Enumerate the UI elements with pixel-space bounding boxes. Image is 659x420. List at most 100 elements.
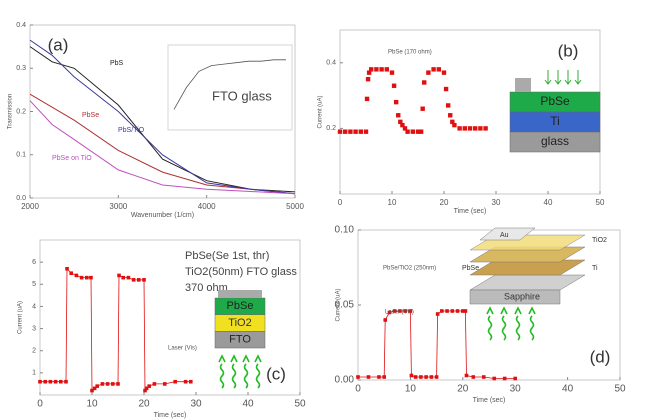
y-tick-label: 0.2 — [326, 125, 336, 132]
data-point — [473, 126, 478, 131]
data-point — [422, 80, 427, 85]
y-tick-label: 0.05 — [335, 300, 355, 311]
data-point — [400, 122, 405, 128]
data-line — [358, 310, 516, 379]
data-point — [443, 86, 449, 92]
x-tick-label: 30 — [492, 198, 501, 207]
data-point — [513, 376, 517, 381]
data-point — [100, 382, 105, 386]
series-label: PbS — [110, 60, 124, 67]
annotation: PbSe (170 ohm) — [388, 50, 432, 56]
electrode — [218, 290, 262, 298]
panel-label: (b) — [558, 41, 579, 60]
data-point — [74, 273, 79, 278]
x-tick-label: 2000 — [21, 202, 39, 211]
x-tick-label: 50 — [614, 384, 626, 395]
panel-label: (c) — [266, 364, 286, 383]
x-tick-label: 20 — [138, 399, 150, 410]
x-tick-label: 5000 — [286, 202, 304, 211]
y-tick-label: 3 — [32, 325, 36, 332]
x-tick-label: 20 — [440, 198, 449, 207]
data-point — [95, 384, 99, 388]
electrode — [515, 78, 531, 92]
data-point — [189, 379, 193, 384]
data-point — [424, 375, 428, 379]
data-point — [64, 379, 68, 384]
data-point — [383, 318, 388, 322]
layer-label: Ti — [550, 114, 560, 128]
y-tick-label: 6 — [32, 259, 36, 266]
layer — [214, 331, 266, 349]
layer — [469, 259, 586, 276]
data-point — [147, 384, 151, 388]
data-point — [419, 375, 423, 379]
y-tick-label: 0.3 — [16, 65, 26, 72]
data-point — [420, 106, 425, 111]
x-tick-label: 4000 — [198, 202, 216, 211]
data-point — [408, 309, 413, 313]
data-point — [48, 379, 53, 384]
annotation: Laser (Vis) — [385, 310, 414, 316]
annotation: TiO2(50nm) FTO glass — [185, 266, 297, 278]
panel-label: (a) — [48, 35, 69, 54]
data-point — [405, 129, 410, 134]
series-label: PbSe — [82, 112, 99, 119]
x-tick-label: 30 — [510, 384, 522, 395]
x-tick-label: 3000 — [109, 202, 127, 211]
data-point — [79, 275, 84, 280]
data-point — [163, 382, 167, 386]
layer — [469, 274, 586, 291]
data-point — [144, 386, 149, 391]
data-point — [478, 126, 483, 131]
data-point — [398, 309, 402, 313]
data-point — [413, 375, 418, 379]
data-point — [143, 388, 147, 393]
x-axis-label: Time (sec) — [473, 397, 506, 404]
annotation: PbSe/TiO2 (250nm) — [383, 266, 436, 272]
light-arrow — [574, 70, 582, 85]
data-point — [396, 113, 401, 118]
data-point — [358, 129, 363, 134]
data-point — [471, 375, 476, 379]
data-point — [379, 67, 384, 72]
y-axis-label: Transmission — [8, 94, 14, 129]
light-wave — [254, 354, 262, 389]
annotation: PbSe(Se 1st, thr) — [185, 250, 269, 262]
data-point — [65, 266, 69, 271]
layer-label: FTO — [229, 334, 251, 346]
annotation: Laser (Vis) — [168, 346, 197, 352]
layer-label: Au — [500, 232, 509, 239]
data-point — [461, 309, 465, 313]
data-point — [418, 129, 424, 134]
data-point — [356, 375, 360, 379]
data-point — [455, 309, 460, 313]
light-wave — [230, 354, 238, 389]
data-point — [462, 126, 467, 131]
data-point — [126, 275, 131, 280]
data-point — [463, 309, 468, 313]
data-point — [398, 119, 403, 125]
data-point — [183, 379, 188, 384]
data-point — [364, 96, 370, 102]
data-point — [436, 67, 441, 72]
data-point — [348, 129, 353, 134]
data-point — [402, 126, 408, 131]
x-tick-label: 40 — [562, 384, 574, 395]
series-label: PbS/TiO — [118, 127, 145, 134]
data-point — [452, 122, 457, 128]
layer-label: TiO2 — [592, 237, 607, 244]
data-point — [445, 309, 449, 313]
x-axis-label: Time (sec) — [454, 208, 487, 215]
x-tick-label: 20 — [457, 384, 469, 395]
light-wave — [242, 354, 250, 389]
data-point — [502, 376, 507, 381]
data-point — [441, 70, 447, 75]
data-point — [450, 119, 455, 125]
data-line — [29, 100, 296, 195]
x-axis-label: Wavenumber (1/cm) — [131, 212, 194, 219]
data-line — [40, 267, 191, 392]
data-point — [343, 129, 348, 134]
data-point — [137, 278, 141, 282]
layer — [479, 227, 536, 241]
